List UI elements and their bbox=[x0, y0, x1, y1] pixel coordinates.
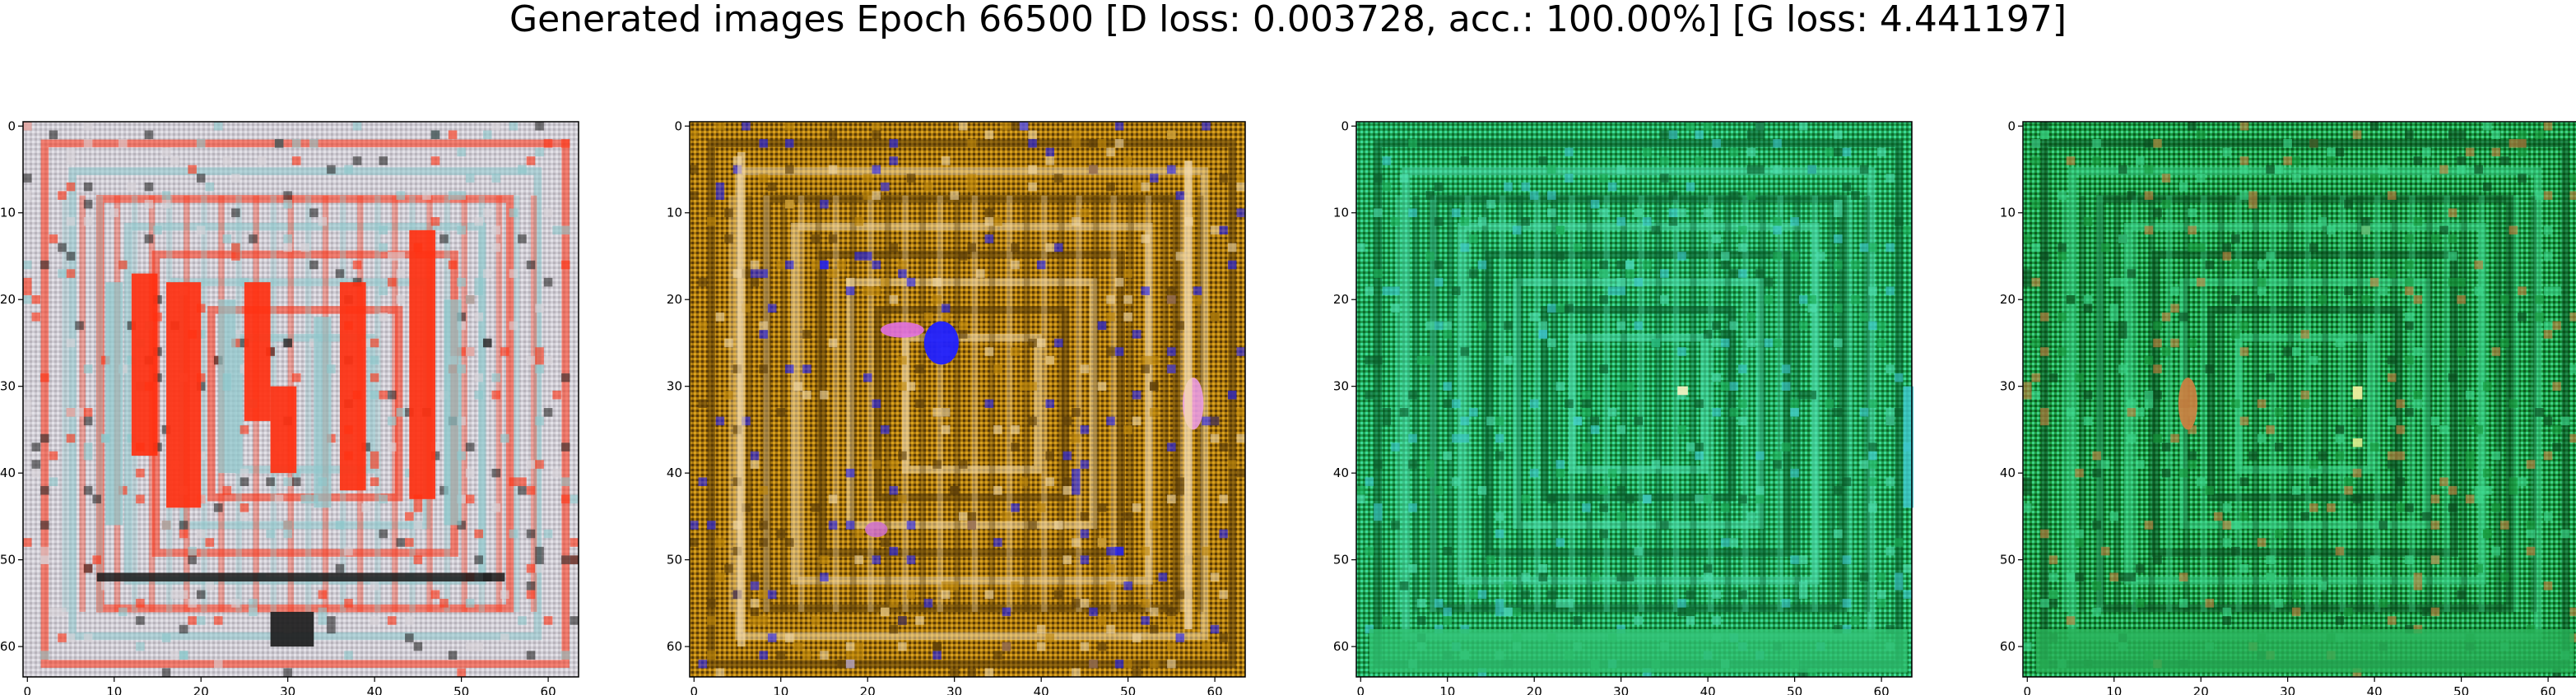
image-panel-4: 0 10 20 30 40 50 60 0 10 20 30 40 50 60 bbox=[2000, 118, 2576, 695]
x-tick-label: 60 bbox=[1874, 684, 1890, 695]
y-tick-label: 0 bbox=[674, 118, 682, 133]
axes-frame bbox=[1355, 121, 1913, 678]
y-tick-label: 0 bbox=[7, 118, 16, 133]
y-tick-label: 10 bbox=[0, 206, 16, 220]
y-tick-label: 60 bbox=[667, 639, 682, 654]
y-tick-label: 50 bbox=[1333, 553, 1349, 568]
y-tick-label: 40 bbox=[667, 466, 682, 480]
y-tick-label: 50 bbox=[2000, 553, 2016, 568]
image-features bbox=[96, 229, 505, 647]
y-tick-label: 50 bbox=[667, 553, 682, 568]
x-tick-label: 40 bbox=[1034, 684, 1049, 695]
x-tick-label: 50 bbox=[2453, 684, 2469, 695]
x-tick-label: 0 bbox=[1357, 684, 1365, 695]
x-tick-label: 20 bbox=[2193, 684, 2209, 695]
y-tick-label: 0 bbox=[1341, 118, 1349, 133]
y-tick-label: 20 bbox=[0, 292, 16, 307]
y-tick-label: 10 bbox=[2000, 206, 2016, 220]
y-tick-label: 40 bbox=[1333, 466, 1349, 480]
y-tick-label: 10 bbox=[1333, 206, 1349, 220]
image-features bbox=[2035, 378, 2574, 673]
y-tick-label: 60 bbox=[1333, 639, 1349, 654]
axes-frame bbox=[689, 121, 1246, 678]
image-panel-1: 0 10 20 30 40 50 60 0 10 20 30 40 50 60 bbox=[0, 118, 579, 695]
y-tick-label: 50 bbox=[0, 553, 16, 568]
y-tick-label: 20 bbox=[667, 292, 682, 307]
x-tick-label: 50 bbox=[1787, 684, 1802, 695]
x-tick-label: 60 bbox=[541, 684, 556, 695]
x-tick-label: 60 bbox=[2541, 684, 2556, 695]
x-tick-label: 30 bbox=[280, 684, 295, 695]
y-tick-label: 30 bbox=[2000, 379, 2016, 394]
x-tick-label: 10 bbox=[2106, 684, 2122, 695]
x-tick-label: 40 bbox=[367, 684, 383, 695]
x-tick-label: 0 bbox=[2024, 684, 2032, 695]
y-tick-label: 60 bbox=[0, 639, 16, 654]
y-tick-label: 0 bbox=[2007, 118, 2016, 133]
figure-title: Generated images Epoch 66500 [D loss: 0.… bbox=[509, 0, 2067, 40]
axes-frame bbox=[22, 121, 579, 678]
y-tick-label: 60 bbox=[2000, 639, 2016, 654]
y-tick-label: 10 bbox=[667, 206, 682, 220]
x-tick-label: 30 bbox=[1613, 684, 1629, 695]
y-tick-label: 30 bbox=[0, 379, 16, 394]
x-tick-label: 0 bbox=[690, 684, 699, 695]
x-tick-label: 10 bbox=[773, 684, 788, 695]
x-tick-label: 10 bbox=[1439, 684, 1455, 695]
x-tick-label: 10 bbox=[106, 684, 122, 695]
y-tick-label: 40 bbox=[2000, 466, 2016, 480]
y-tick-label: 30 bbox=[667, 379, 682, 394]
x-tick-label: 50 bbox=[1120, 684, 1136, 695]
y-tick-label: 30 bbox=[1333, 379, 1349, 394]
image-panel-2: 0 10 20 30 40 50 60 0 10 20 30 40 50 60 bbox=[667, 118, 1246, 695]
image-features bbox=[737, 151, 1204, 647]
x-tick-label: 0 bbox=[24, 684, 32, 695]
x-tick-label: 30 bbox=[2280, 684, 2295, 695]
image-features bbox=[1369, 386, 1914, 673]
y-tick-label: 40 bbox=[0, 466, 16, 480]
x-tick-label: 40 bbox=[2367, 684, 2383, 695]
x-tick-label: 20 bbox=[860, 684, 876, 695]
axes-frame bbox=[2022, 121, 2576, 678]
x-tick-label: 40 bbox=[1700, 684, 1716, 695]
y-tick-label: 20 bbox=[2000, 292, 2016, 307]
image-panel-3: 0 10 20 30 40 50 60 0 10 20 30 40 50 60 bbox=[1333, 118, 1914, 695]
x-tick-label: 20 bbox=[193, 684, 209, 695]
x-tick-label: 50 bbox=[453, 684, 469, 695]
image-noise bbox=[2023, 122, 2576, 677]
x-tick-label: 60 bbox=[1207, 684, 1223, 695]
y-tick-label: 20 bbox=[1333, 292, 1349, 307]
x-tick-label: 20 bbox=[1527, 684, 1542, 695]
x-tick-label: 30 bbox=[946, 684, 962, 695]
